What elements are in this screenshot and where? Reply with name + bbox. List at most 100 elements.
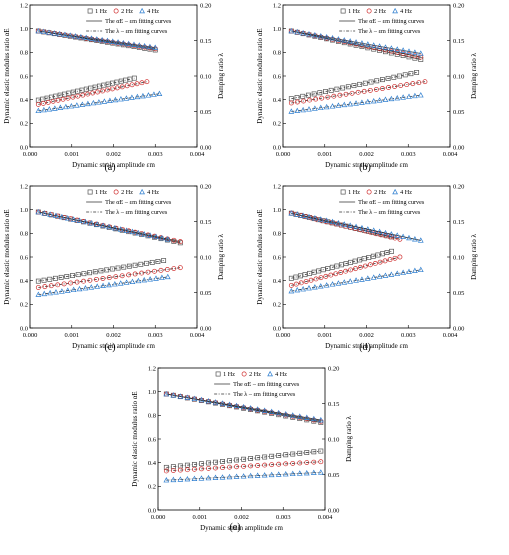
legend-label: 2 Hz — [121, 189, 133, 196]
data-point-triangle — [77, 33, 84, 40]
data-point-square — [92, 269, 98, 275]
x-tick-label: 0.001 — [64, 151, 79, 158]
data-point-triangle — [335, 280, 342, 286]
data-point-circle — [283, 461, 289, 467]
data-point-triangle — [147, 276, 154, 282]
data-point-triangle — [233, 402, 240, 409]
y-left-tick-label: 0.8 — [148, 413, 156, 420]
fit-line-damping — [38, 81, 147, 105]
data-point-triangle — [135, 229, 142, 236]
data-point-triangle — [364, 275, 371, 281]
fit-line-modulus — [291, 212, 421, 241]
data-point-triangle — [198, 475, 205, 481]
data-point-square — [325, 266, 331, 271]
data-point-triangle — [164, 273, 171, 280]
y-left-tick-label: 1.2 — [273, 183, 281, 190]
data-point-square — [58, 274, 64, 280]
data-point-square — [414, 69, 420, 75]
data-point-triangle — [388, 271, 395, 277]
y-left-axis-label: Dynamic elastic modulus ratio αE — [256, 209, 264, 304]
y-left-tick-label: 1.2 — [273, 2, 281, 9]
data-point-circle — [171, 266, 177, 272]
data-point-triangle — [64, 215, 71, 221]
y-right-tick-label: 0.10 — [328, 436, 339, 443]
y-left-tick-label: 0.2 — [148, 484, 156, 491]
legend-label: 4 Hz — [400, 189, 412, 196]
x-tick-label: 0.000 — [276, 332, 291, 339]
data-point-triangle — [282, 471, 289, 477]
data-point-square — [255, 455, 261, 461]
data-point-circle — [241, 463, 247, 469]
data-point-triangle — [288, 108, 295, 114]
data-point-circle — [416, 80, 422, 86]
fit-line-damping — [38, 77, 135, 101]
data-point-triangle — [90, 99, 97, 106]
data-point-circle — [75, 93, 81, 99]
data-point-triangle — [347, 100, 354, 107]
data-point-circle — [301, 98, 306, 104]
data-point-circle — [276, 461, 282, 467]
data-point-circle — [132, 271, 138, 277]
data-point-square — [307, 270, 313, 276]
data-point-square — [339, 262, 344, 268]
data-point-triangle — [289, 412, 296, 418]
data-point-triangle — [247, 472, 254, 479]
data-point-triangle — [145, 92, 152, 98]
data-point-triangle — [376, 97, 383, 103]
x-tick-label: 0.000 — [151, 514, 166, 521]
data-point-square — [41, 277, 47, 283]
data-point-circle — [349, 90, 355, 96]
data-point-triangle — [364, 226, 371, 232]
data-point-circle — [313, 276, 319, 282]
data-point-triangle — [300, 106, 307, 113]
data-point-square — [81, 271, 87, 277]
data-point-square — [220, 459, 225, 464]
data-point-circle — [337, 92, 343, 98]
y-right-tick-label: 0.20 — [328, 365, 339, 372]
legend-marker — [87, 189, 93, 195]
data-point-circle — [158, 267, 164, 273]
data-point-circle — [68, 280, 74, 286]
y-right-tick-label: 0.05 — [200, 290, 211, 297]
data-point-triangle — [100, 222, 106, 228]
data-point-triangle — [226, 473, 233, 480]
fit-line-damping — [38, 93, 160, 112]
y-right-tick-label: 0.00 — [453, 144, 464, 151]
data-point-circle — [55, 97, 61, 103]
data-point-circle — [48, 212, 54, 218]
data-point-triangle — [311, 215, 318, 221]
data-point-triangle — [177, 393, 184, 399]
x-tick-label: 0.000 — [23, 151, 38, 158]
x-tick-label: 0.001 — [317, 151, 332, 158]
data-point-square — [109, 266, 115, 272]
data-point-square — [408, 71, 414, 77]
data-point-triangle — [247, 405, 254, 411]
data-point-triangle — [382, 96, 389, 102]
legend-marker — [215, 371, 221, 377]
data-point-circle — [106, 275, 112, 281]
data-point-circle — [61, 281, 67, 287]
data-point-square — [35, 278, 41, 284]
y-right-axis-label: Damping ratio λ — [217, 53, 225, 99]
data-point-triangle — [164, 236, 171, 242]
data-point-triangle — [317, 104, 324, 111]
data-point-triangle — [76, 285, 83, 292]
data-point-circle — [113, 274, 119, 280]
data-point-triangle — [101, 98, 108, 104]
data-point-circle — [343, 91, 349, 97]
x-tick-label: 0.001 — [64, 332, 79, 339]
y-left-tick-label: 1.2 — [20, 2, 28, 9]
y-right-tick-label: 0.05 — [328, 472, 339, 479]
data-point-triangle — [106, 223, 112, 230]
data-point-square — [362, 80, 368, 86]
plot-frame — [29, 185, 198, 329]
data-point-square — [121, 264, 127, 270]
y-right-tick-label: 0.00 — [200, 144, 211, 151]
data-point-circle — [248, 463, 254, 469]
data-point-triangle — [323, 103, 330, 110]
legend-label: 2 Hz — [374, 189, 386, 196]
data-point-square — [317, 90, 323, 96]
data-point-triangle — [141, 276, 148, 283]
y-right-tick-label: 0.10 — [453, 254, 464, 261]
data-point-square — [368, 79, 374, 85]
